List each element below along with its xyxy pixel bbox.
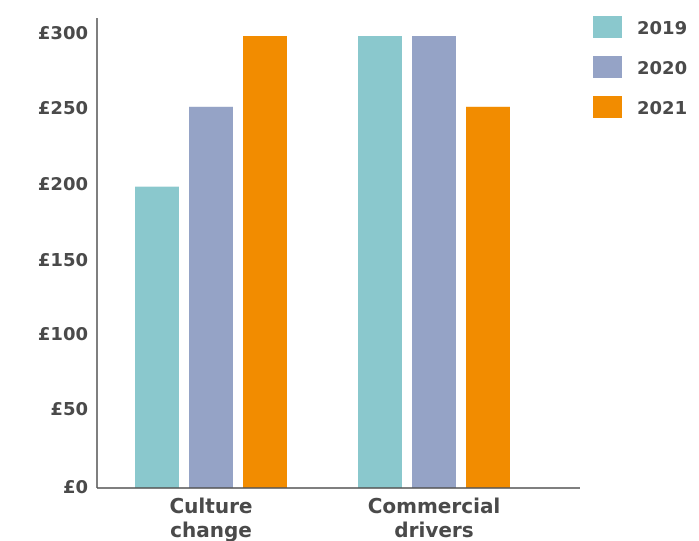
y-tick-label: £50 — [50, 399, 88, 420]
legend-swatch-2021 — [593, 96, 622, 118]
y-axis-tick-labels: £0 £50 £100 £150 £200 £250 £300 — [38, 23, 88, 498]
x-category-label: Culture — [170, 494, 253, 518]
y-tick-label: £0 — [63, 477, 88, 498]
legend-label-2021: 2021 — [637, 98, 687, 119]
x-category-label: Commercial — [368, 494, 501, 518]
bar-2021-culture-change — [243, 36, 287, 488]
y-tick-label: £150 — [38, 250, 88, 271]
bar-2019-culture-change — [135, 186, 179, 488]
legend-swatch-2019 — [593, 16, 622, 38]
bar-2020-commercial-drivers — [412, 36, 456, 488]
y-tick-label: £200 — [38, 174, 88, 195]
y-tick-label: £100 — [38, 324, 88, 345]
y-tick-label: £300 — [38, 23, 88, 44]
y-tick-label: £250 — [38, 98, 88, 119]
bar-series — [135, 36, 510, 489]
bar-2020-culture-change — [189, 106, 233, 489]
legend-label-2020: 2020 — [637, 58, 687, 79]
bar-2021-commercial-drivers — [466, 106, 510, 489]
legend-swatch-2020 — [593, 56, 622, 78]
legend-label-2019: 2019 — [637, 18, 687, 39]
bar-2019-commercial-drivers — [358, 36, 402, 488]
x-category-label: drivers — [394, 518, 473, 541]
x-category-label: change — [170, 518, 252, 541]
legend: 2019 2020 2021 — [593, 16, 687, 119]
